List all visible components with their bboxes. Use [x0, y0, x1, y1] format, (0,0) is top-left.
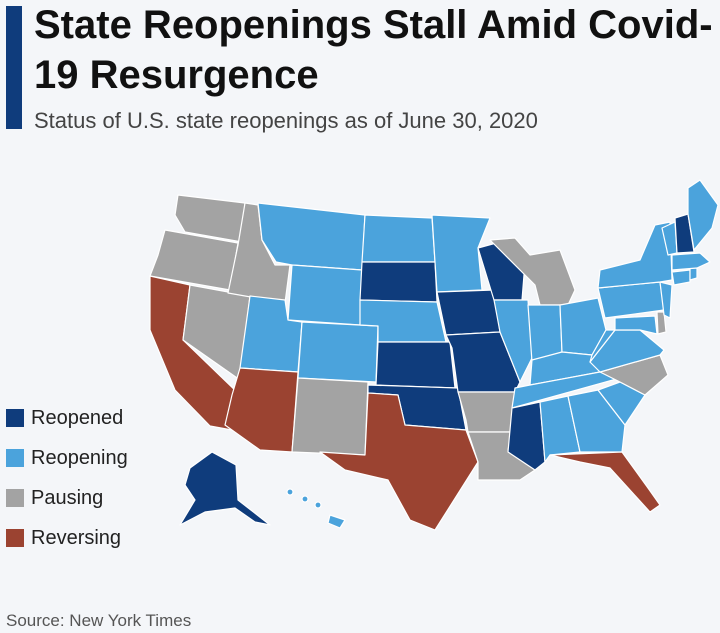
legend-swatch [6, 449, 24, 467]
state-ct [671, 269, 691, 286]
state-ar [457, 391, 516, 433]
state-me [687, 179, 719, 251]
legend: Reopened Reopening Pausing Reversing [6, 398, 128, 558]
title-accent-bar [6, 6, 22, 129]
legend-item-reopened: Reopened [6, 398, 128, 438]
chart-subtitle: Status of U.S. state reopenings as of Ju… [34, 108, 538, 133]
us-map-svg [149, 179, 719, 531]
state-hi-island [301, 495, 309, 503]
legend-label: Pausing [31, 486, 104, 509]
chart-title: State Reopenings Stall Amid Covid-19 Res… [34, 3, 713, 97]
legend-swatch [6, 529, 24, 547]
state-de [656, 311, 667, 335]
state-fl [549, 451, 661, 513]
state-wa [174, 194, 246, 243]
state-al [539, 395, 581, 463]
legend-item-reopening: Reopening [6, 438, 128, 478]
us-state-map [140, 178, 720, 538]
state-wy [287, 264, 363, 326]
legend-label: Reopening [31, 446, 128, 469]
state-nj [659, 281, 673, 319]
state-or [149, 229, 239, 291]
state-ia [436, 289, 501, 336]
state-sd [359, 261, 438, 303]
state-nm [291, 377, 369, 456]
state-ak [179, 451, 271, 526]
state-ms [507, 401, 546, 471]
state-il [493, 299, 533, 383]
state-tx [319, 392, 479, 531]
state-hi-island [314, 501, 322, 509]
legend-item-pausing: Pausing [6, 478, 128, 518]
legend-item-reversing: Reversing [6, 518, 128, 558]
state-ny [597, 221, 673, 289]
legend-swatch [6, 409, 24, 427]
state-hi-island [286, 488, 294, 496]
legend-label: Reopened [31, 406, 124, 429]
state-hi [327, 514, 346, 529]
state-ri [689, 267, 698, 281]
state-mt [257, 202, 366, 271]
legend-label: Reversing [31, 526, 122, 549]
legend-swatch [6, 489, 24, 507]
state-ks [375, 341, 456, 389]
state-az [224, 367, 299, 453]
state-nd [361, 214, 436, 263]
source-note: Source: New York Times [6, 611, 192, 630]
state-md [614, 315, 658, 335]
state-ma [671, 252, 711, 271]
state-ga [567, 389, 626, 453]
state-co [297, 321, 379, 383]
